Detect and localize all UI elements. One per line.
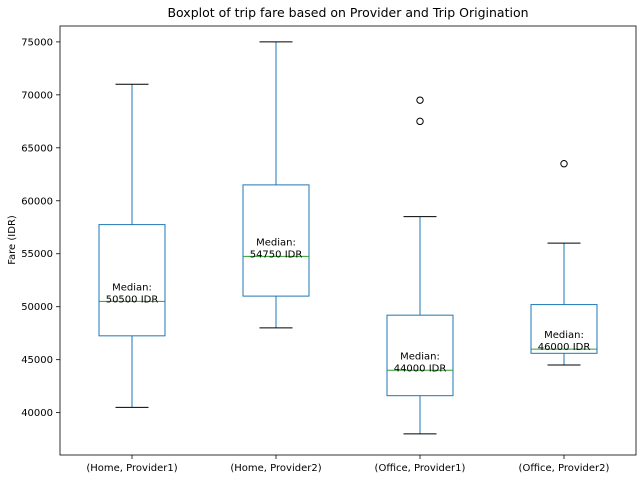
box-iqr [98,224,166,337]
median-annotation-label: Median: [544,330,584,341]
median-annotation-label: Median: [400,351,440,362]
median-annotation-label: Median: [112,282,152,293]
chart-title: Boxplot of trip fare based on Provider a… [167,5,528,20]
outlier-point [416,117,424,126]
median-annotation-value: 54750 IDR [250,249,303,260]
x-tick-label: (Home, Provider2) [230,463,321,474]
x-tick-label: (Office, Provider1) [375,463,466,474]
median-annotation-value: 50500 IDR [106,294,159,305]
median-annotation-value: 44000 IDR [394,363,447,374]
y-axis-label: Fare (IDR) [7,215,18,265]
y-tick-label: 75000 [21,37,53,48]
plot-area: 40000 45000 50000 55000 60000 65000 70000 75000… [21,25,637,474]
y-tick-label: 40000 [21,408,53,419]
y-tick-label: 50000 [21,302,53,313]
y-tick-label: 45000 [21,355,53,366]
box-iqr [386,314,454,397]
outlier-point [416,96,424,104]
y-tick-label: 55000 [21,249,53,260]
y-tick-label: 60000 [21,196,53,207]
y-tick-label: 65000 [21,143,53,154]
median-annotation-label: Median: [256,237,296,248]
y-tick-label: 70000 [21,90,53,101]
median-annotation-value: 46000 IDR [538,342,591,353]
outlier-point [560,160,568,168]
x-tick-label: (Home, Provider1) [86,463,177,474]
axes-frame [59,25,637,456]
box-iqr [242,184,310,297]
box-iqr [530,304,598,354]
x-tick-label: (Office, Provider2) [519,463,610,474]
